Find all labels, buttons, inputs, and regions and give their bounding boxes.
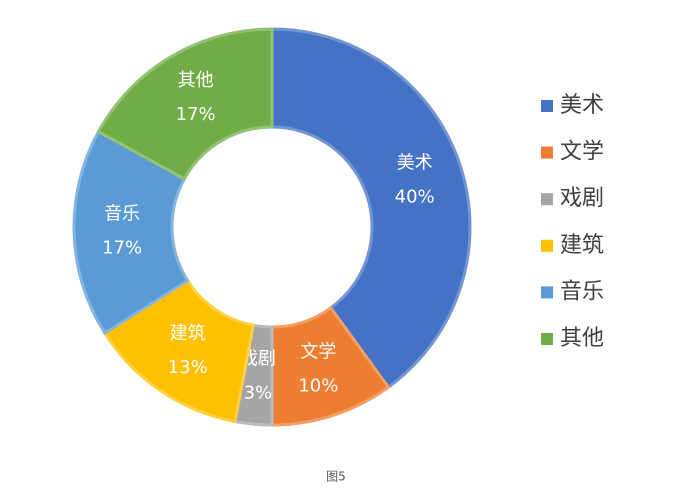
caption: 图5 <box>326 470 346 484</box>
legend-swatch <box>541 193 553 206</box>
slice-category-label: 其他 <box>178 70 214 91</box>
slice-value-label: 10% <box>298 376 338 397</box>
donut-slice <box>96 27 274 181</box>
legend-label: 美术 <box>560 93 604 118</box>
slice-value-label: 17% <box>176 104 216 125</box>
legend-swatch <box>541 286 553 299</box>
legend-label: 戏剧 <box>560 186 604 211</box>
legend-swatch <box>541 146 553 159</box>
donut-slice <box>72 129 190 336</box>
legend-label: 音乐 <box>560 279 604 304</box>
legend-swatch <box>541 239 553 252</box>
slice-value-label: 17% <box>102 238 142 259</box>
legend-label: 文学 <box>560 140 604 165</box>
slice-category-label: 文学 <box>300 342 336 363</box>
slice-category-label: 建筑 <box>170 323 206 344</box>
slice-category-label: 美术 <box>397 153 433 174</box>
donut-slice <box>270 27 472 390</box>
slice-value-label: 40% <box>395 187 435 208</box>
legend-swatch <box>541 100 553 112</box>
slice-category-label: 音乐 <box>104 204 140 225</box>
legend-label: 建筑 <box>560 233 604 258</box>
slice-value-label: 3% <box>244 382 273 403</box>
slice-value-label: 13% <box>168 357 208 378</box>
legend-label: 其他 <box>560 326 604 351</box>
legend-swatch <box>541 333 553 345</box>
